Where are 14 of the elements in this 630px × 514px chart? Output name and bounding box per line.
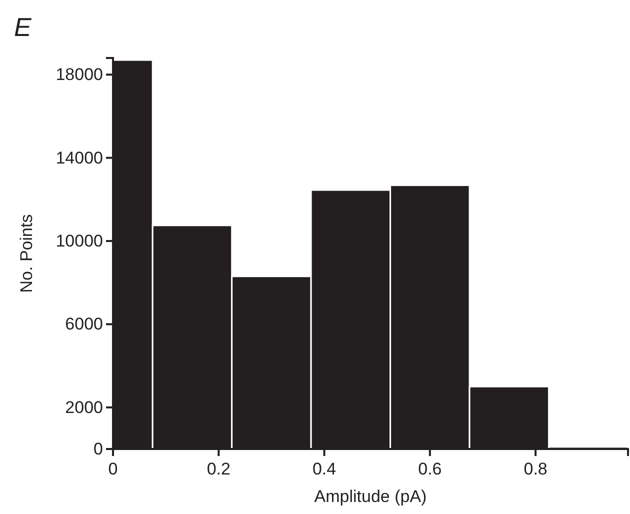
y-tick-label: 0 xyxy=(94,439,103,458)
y-axis-title: No. Points xyxy=(17,214,36,293)
y-tick-label: 2000 xyxy=(65,398,103,417)
x-tick-label: 0.4 xyxy=(312,459,336,478)
x-tick-label: 0.8 xyxy=(524,459,548,478)
y-tick-label: 6000 xyxy=(65,314,103,334)
x-tick-label: 0.6 xyxy=(418,459,442,478)
x-tick-label: 0 xyxy=(108,459,118,478)
x-axis-title: Amplitude (pA) xyxy=(314,487,427,506)
chart-title: E xyxy=(14,12,32,42)
y-tick-label: 18000 xyxy=(56,65,103,84)
y-tick-label: 14000 xyxy=(56,148,103,168)
x-tick-label: 0.2 xyxy=(206,459,230,478)
y-tick-label: 10000 xyxy=(56,231,103,250)
